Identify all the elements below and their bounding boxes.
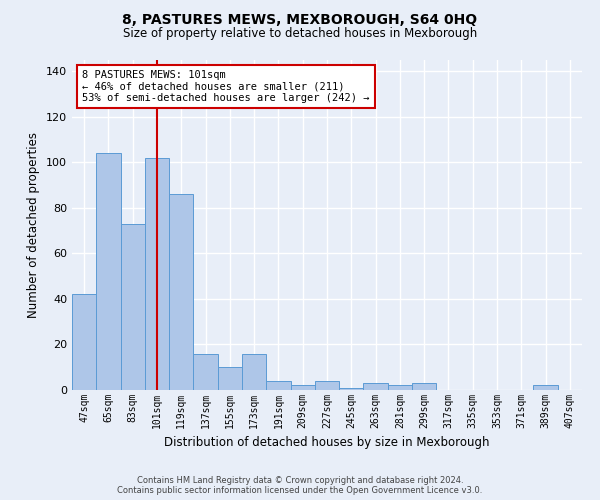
Bar: [72, 294, 96, 390]
Text: 8 PASTURES MEWS: 101sqm
← 46% of detached houses are smaller (211)
53% of semi-d: 8 PASTURES MEWS: 101sqm ← 46% of detache…: [82, 70, 370, 103]
Bar: [242, 354, 266, 390]
Bar: [315, 381, 339, 390]
Bar: [193, 354, 218, 390]
Bar: [169, 194, 193, 390]
X-axis label: Distribution of detached houses by size in Mexborough: Distribution of detached houses by size …: [164, 436, 490, 450]
Bar: [121, 224, 145, 390]
Text: Contains HM Land Registry data © Crown copyright and database right 2024.
Contai: Contains HM Land Registry data © Crown c…: [118, 476, 482, 495]
Bar: [412, 383, 436, 390]
Bar: [533, 386, 558, 390]
Bar: [218, 367, 242, 390]
Bar: [145, 158, 169, 390]
Bar: [266, 381, 290, 390]
Bar: [290, 386, 315, 390]
Text: Size of property relative to detached houses in Mexborough: Size of property relative to detached ho…: [123, 28, 477, 40]
Y-axis label: Number of detached properties: Number of detached properties: [28, 132, 40, 318]
Bar: [339, 388, 364, 390]
Bar: [388, 386, 412, 390]
Bar: [96, 154, 121, 390]
Text: 8, PASTURES MEWS, MEXBOROUGH, S64 0HQ: 8, PASTURES MEWS, MEXBOROUGH, S64 0HQ: [122, 12, 478, 26]
Bar: [364, 383, 388, 390]
